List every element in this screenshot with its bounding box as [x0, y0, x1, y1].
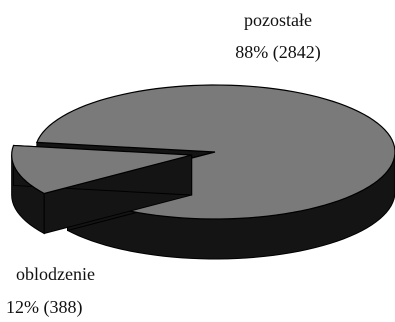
slice-top-oblodzenie [11, 144, 192, 195]
slice-label-oblodzenie: oblodzenie [16, 264, 95, 284]
slice-value-oblodzenie: 12% (388) [6, 297, 82, 318]
pie-slices [11, 84, 395, 260]
slice-value-pozostale: 88% (2842) [235, 42, 320, 63]
slice-label-pozostale: pozostałe [244, 10, 312, 30]
